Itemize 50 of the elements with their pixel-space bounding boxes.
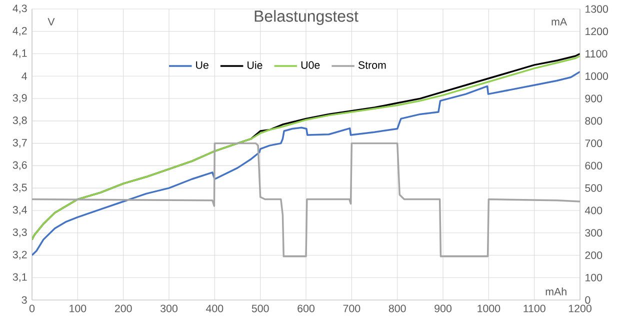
y-tick-label: 3,9 xyxy=(12,94,27,103)
legend-label: Ue xyxy=(196,61,208,69)
y2-tick-label: 400 xyxy=(584,206,602,214)
y-tick-label: 3 xyxy=(22,296,27,304)
x-tick-label: 400 xyxy=(206,304,224,312)
x-tick-label: 700 xyxy=(343,304,360,312)
y2-tick-label: 1200 xyxy=(586,28,608,36)
legend-label: U0e xyxy=(301,61,320,69)
y-axis-title: V xyxy=(48,18,55,26)
y-tick-label: 3,2 xyxy=(12,250,27,260)
y-tick-label: 3,1 xyxy=(12,273,27,282)
y2-tick-label: 1300 xyxy=(586,5,608,13)
y-tick-label: 4,2 xyxy=(12,26,27,36)
y2-axis-title: mA xyxy=(552,18,568,26)
y2-tick-label: 600 xyxy=(585,162,602,170)
y2-tick-label: 0 xyxy=(585,296,590,304)
y-tick-label: 3,6 xyxy=(12,161,27,170)
line-series xyxy=(32,70,580,256)
y-tick-label: 4 xyxy=(22,72,27,80)
y2-tick-label: 900 xyxy=(585,94,602,102)
y2-tick-label: 500 xyxy=(585,184,602,192)
x-tick-label: 1000 xyxy=(478,304,500,312)
x-axis-title: mAh xyxy=(546,288,566,296)
legend-label: Uie xyxy=(248,61,262,69)
x-tick-label: 900 xyxy=(434,304,452,312)
x-tick-label: 500 xyxy=(252,304,269,312)
y2-tick-label: 1000 xyxy=(586,72,608,80)
y2-tick-label: 700 xyxy=(585,140,602,148)
x-tick-label: 1100 xyxy=(524,304,546,312)
x-tick-label: 0 xyxy=(29,304,35,312)
x-tick-label: 300 xyxy=(160,304,178,312)
y-tick-label: 3,8 xyxy=(12,116,27,126)
y-tick-label: 4,1 xyxy=(12,49,27,58)
y2-tick-label: 300 xyxy=(585,229,602,237)
chart-title: Belastungstest xyxy=(254,10,358,25)
y-tick-label: 4,3 xyxy=(12,4,27,14)
x-tick-label: 1200 xyxy=(568,304,592,312)
x-tick-label: 600 xyxy=(298,304,314,312)
legend-label: Strom xyxy=(358,61,386,69)
x-tick-label: 100 xyxy=(70,304,86,312)
x-tick-label: 800 xyxy=(388,304,406,312)
y-tick-label: 3,5 xyxy=(12,184,27,192)
y-tick-label: 3,7 xyxy=(12,138,27,148)
y2-tick-label: 100 xyxy=(586,274,602,282)
y2-tick-label: 1100 xyxy=(586,50,608,58)
y-tick-label: 3,3 xyxy=(12,228,27,238)
x-tick-label: 200 xyxy=(114,304,132,312)
y-tick-label: 3,4 xyxy=(12,206,27,215)
y2-tick-label: 200 xyxy=(585,251,602,260)
y2-tick-label: 800 xyxy=(585,117,602,125)
